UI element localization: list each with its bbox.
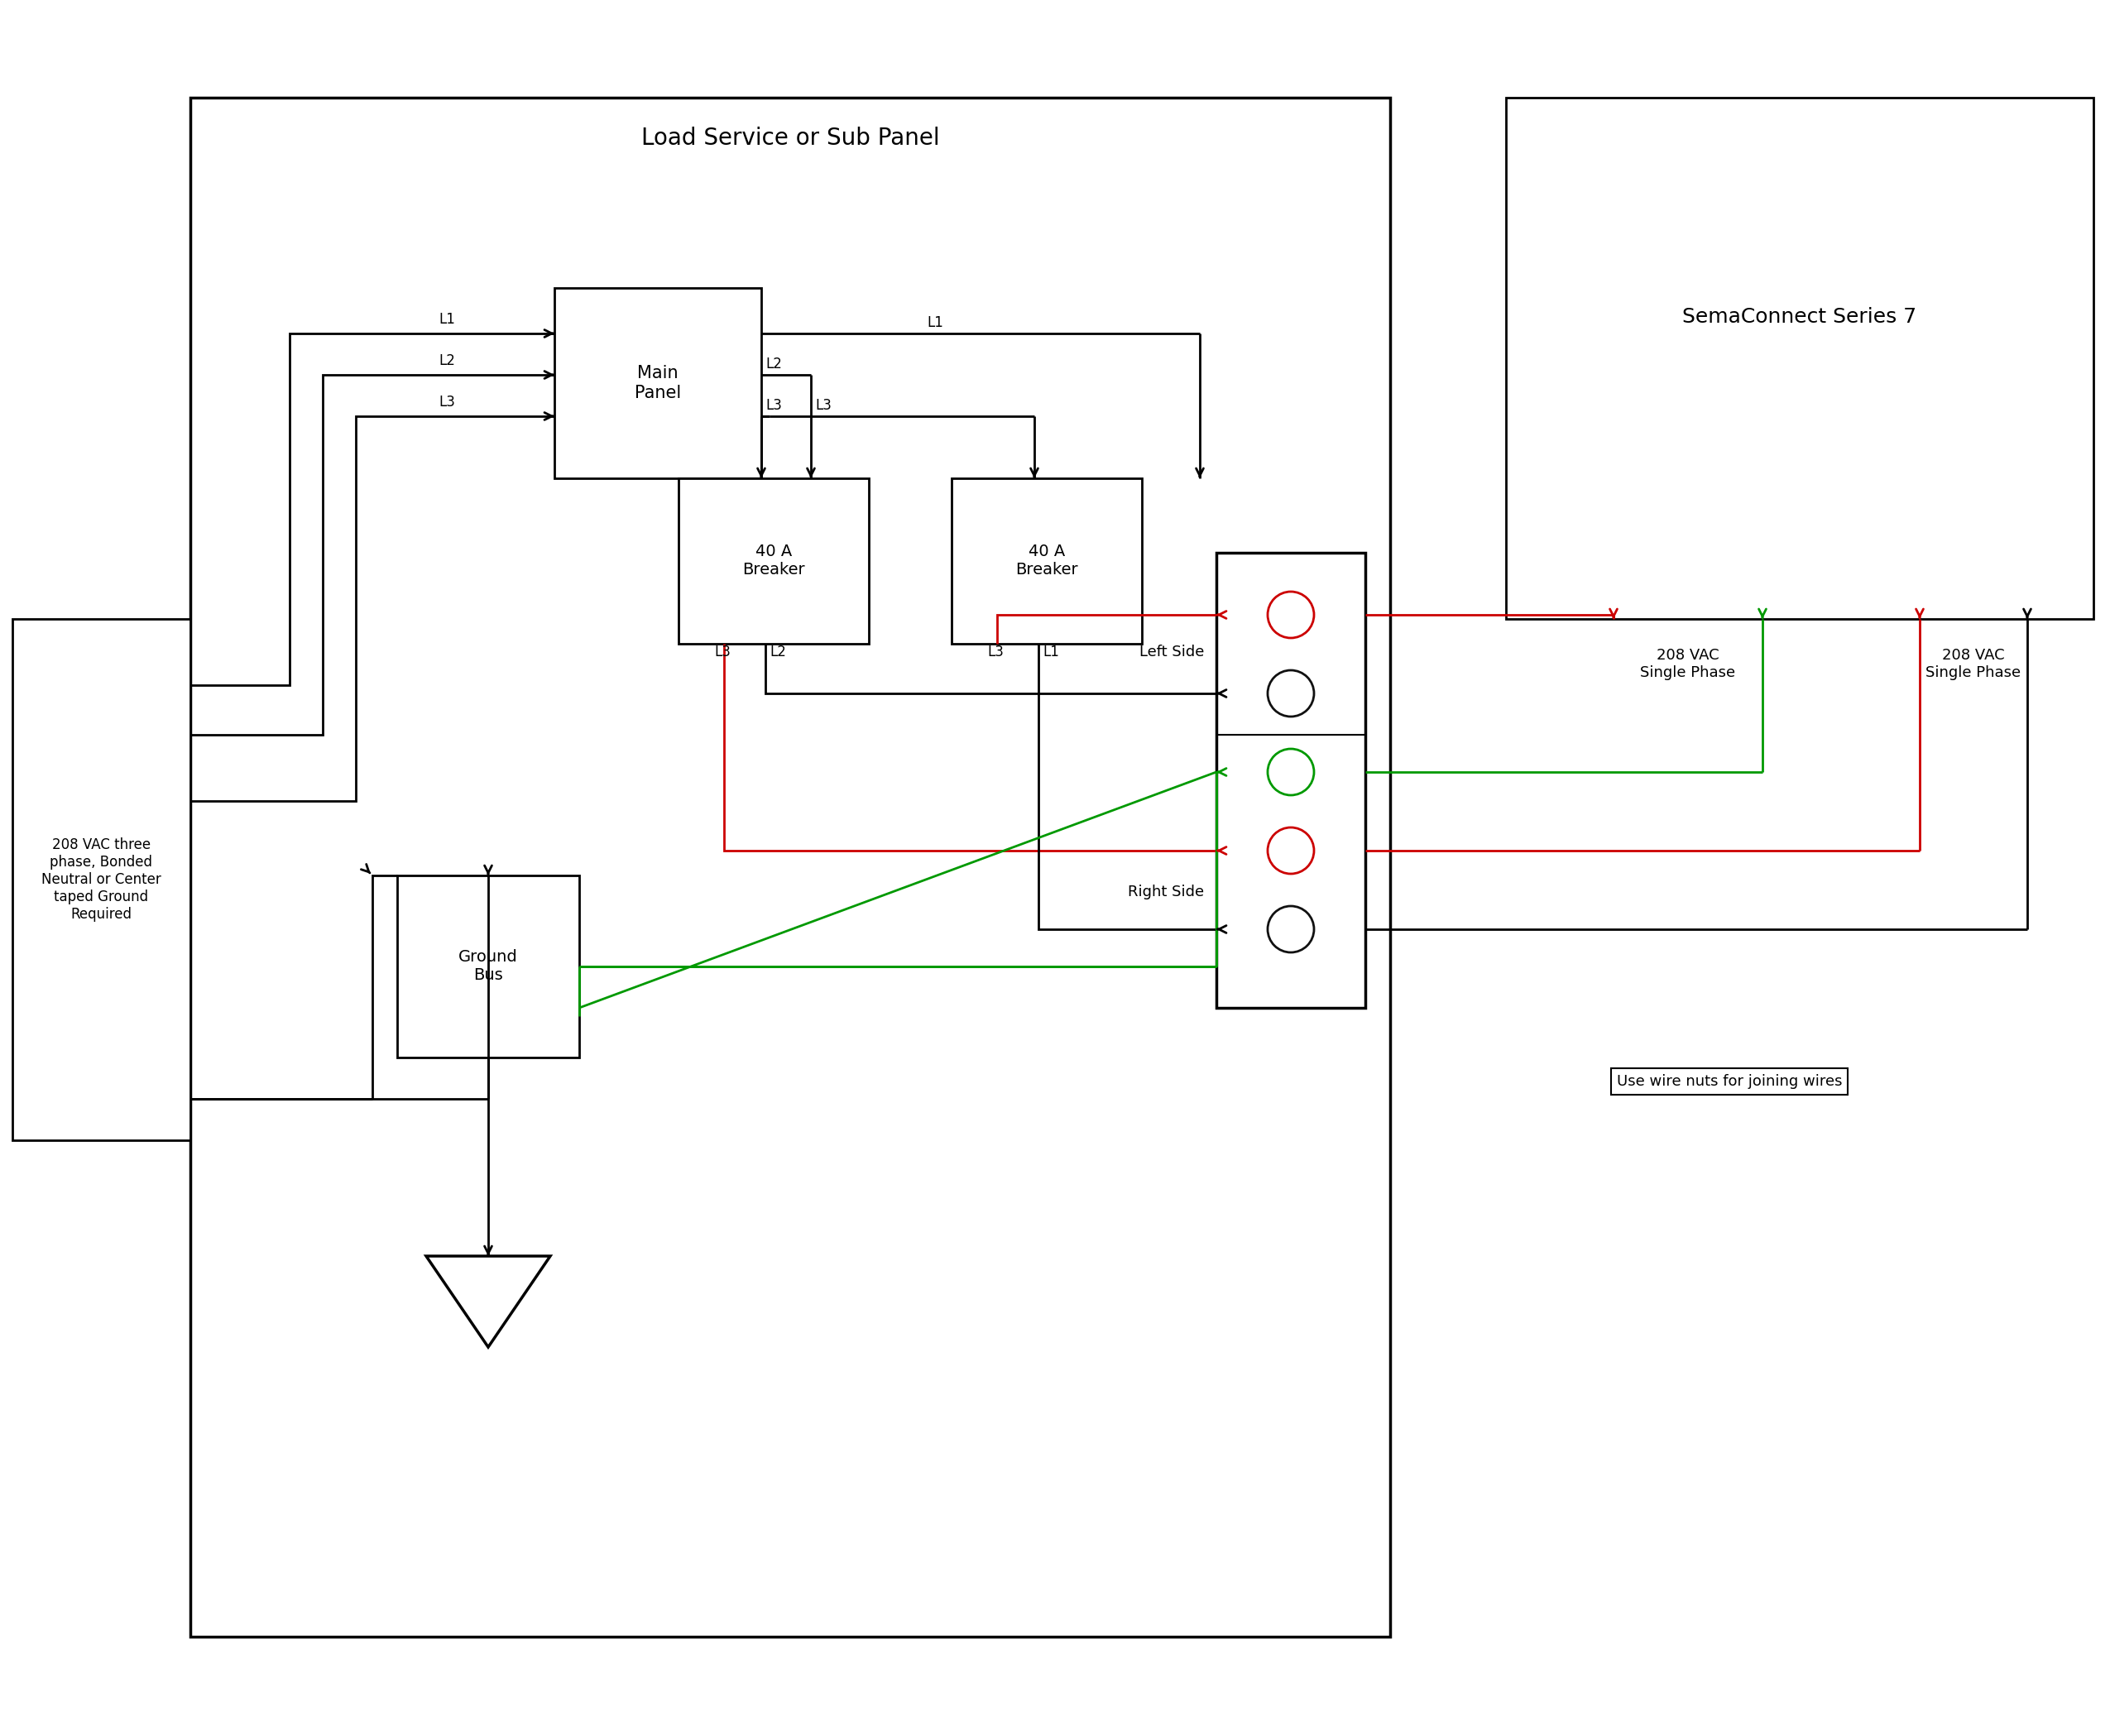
Bar xyxy=(1215,552,1365,1009)
Text: L3: L3 xyxy=(987,644,1004,660)
Text: 208 VAC three
phase, Bonded
Neutral or Center
taped Ground
Required: 208 VAC three phase, Bonded Neutral or C… xyxy=(42,838,160,922)
Bar xyxy=(952,479,1142,644)
Text: Left Side: Left Side xyxy=(1139,644,1205,660)
Text: L1: L1 xyxy=(439,312,456,326)
Text: 40 A
Breaker: 40 A Breaker xyxy=(1015,543,1078,578)
Text: L3: L3 xyxy=(713,644,730,660)
Text: L1: L1 xyxy=(926,316,943,330)
Text: L2: L2 xyxy=(766,356,783,372)
Text: Right Side: Right Side xyxy=(1127,885,1205,899)
Text: 208 VAC
Single Phase: 208 VAC Single Phase xyxy=(1926,648,2021,681)
Circle shape xyxy=(1268,592,1315,637)
Circle shape xyxy=(1268,828,1315,873)
Bar xyxy=(555,288,762,479)
Bar xyxy=(13,620,190,1141)
Text: 208 VAC
Single Phase: 208 VAC Single Phase xyxy=(1639,648,1737,681)
Bar xyxy=(679,479,869,644)
Circle shape xyxy=(1268,748,1315,795)
Circle shape xyxy=(1268,906,1315,953)
Text: Load Service or Sub Panel: Load Service or Sub Panel xyxy=(641,127,939,149)
Text: L3: L3 xyxy=(814,398,831,413)
Text: L2: L2 xyxy=(770,644,787,660)
Text: Main
Panel: Main Panel xyxy=(635,365,682,401)
Bar xyxy=(1507,97,2093,620)
Bar xyxy=(190,97,1390,1637)
Text: Use wire nuts for joining wires: Use wire nuts for joining wires xyxy=(1616,1075,1842,1088)
Bar xyxy=(397,875,580,1057)
Text: 40 A
Breaker: 40 A Breaker xyxy=(743,543,804,578)
Text: L3: L3 xyxy=(766,398,783,413)
Text: SemaConnect Series 7: SemaConnect Series 7 xyxy=(1682,307,1916,326)
Text: L1: L1 xyxy=(1042,644,1059,660)
Text: Ground
Bus: Ground Bus xyxy=(458,950,517,983)
Text: L3: L3 xyxy=(439,394,456,410)
Text: L2: L2 xyxy=(439,354,456,368)
Circle shape xyxy=(1268,670,1315,717)
